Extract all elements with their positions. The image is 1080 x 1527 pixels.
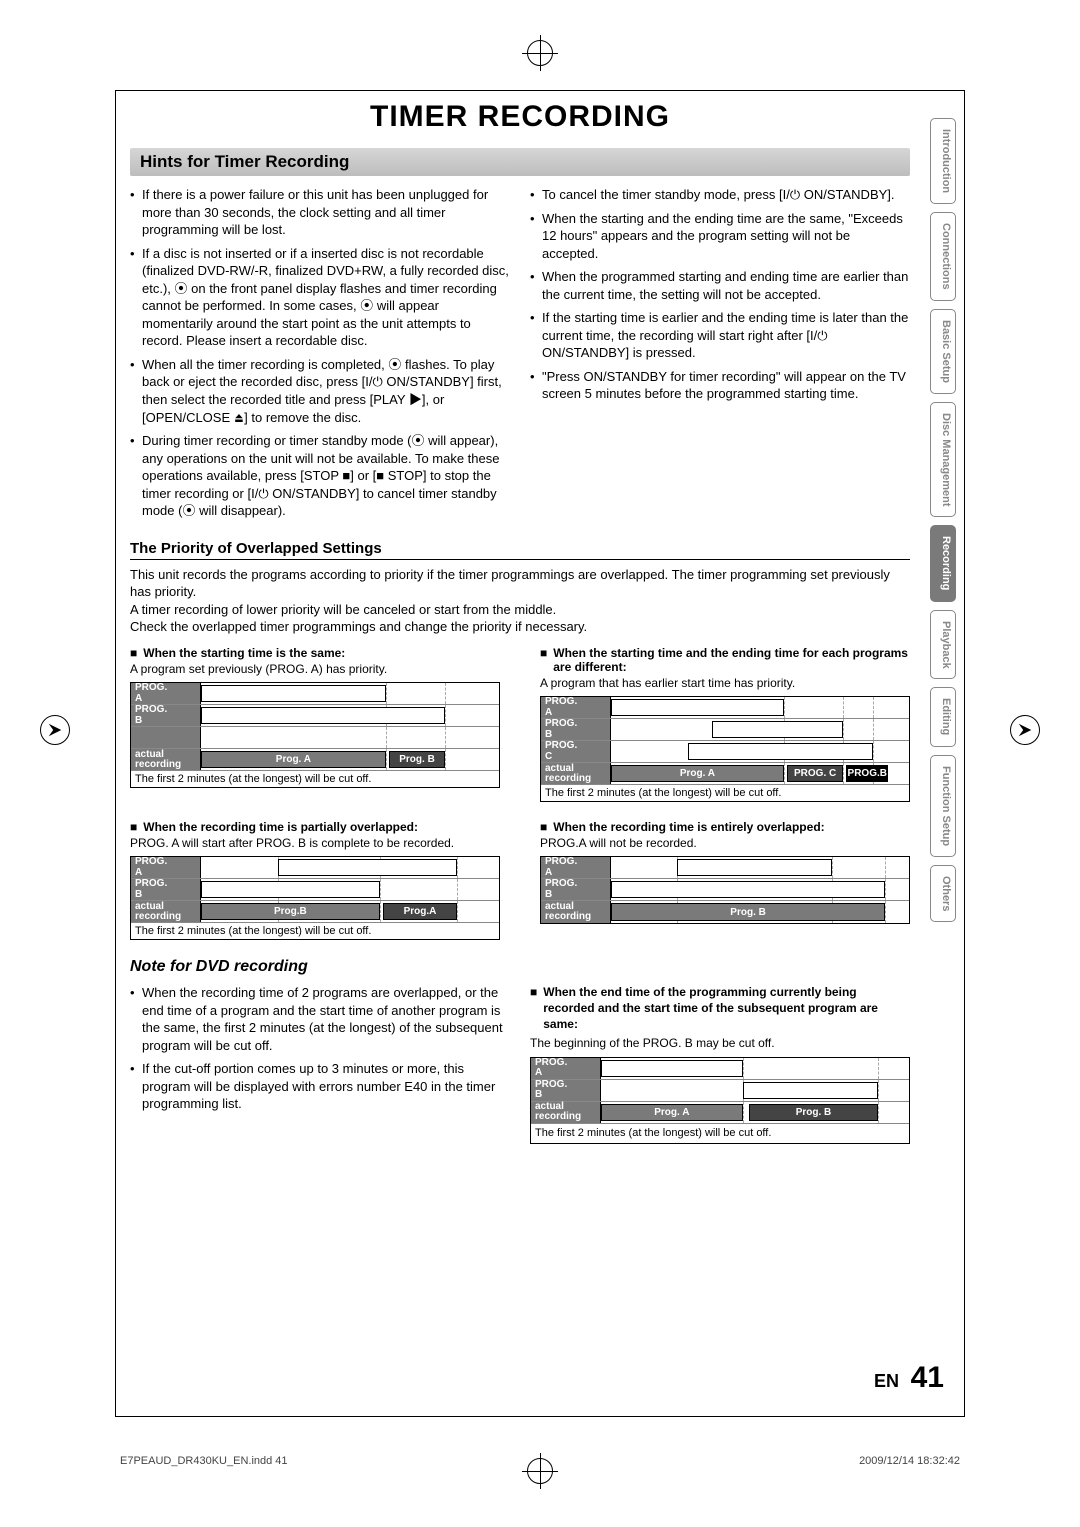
dvd-note-item: If the cut-off portion comes up to 3 min…: [130, 1060, 510, 1113]
case-grid: When the starting time is the same: A pr…: [130, 646, 910, 940]
page-title: TIMER RECORDING: [130, 100, 910, 134]
chart-4: PROG.APROG.BactualrecordingProg. B: [540, 856, 910, 924]
case-title: When the recording time is entirely over…: [553, 820, 824, 834]
tab-basic-setup: Basic Setup: [930, 309, 956, 394]
case-sub: A program set previously (PROG. A) has p…: [130, 662, 500, 676]
case-title: When the starting time is the same:: [143, 646, 345, 660]
note-head: Note for DVD recording: [130, 958, 910, 976]
tab-recording: Recording: [930, 525, 956, 601]
case-title: When the end time of the programming cur…: [543, 984, 910, 1033]
case-title: When the recording time is partially ove…: [143, 820, 418, 834]
case-sub: PROG.A will not be recorded.: [540, 836, 910, 850]
reg-mark-right-icon: [1010, 715, 1040, 745]
hint-item: If a disc is not inserted or if a insert…: [130, 245, 510, 350]
dvd-note-columns: When the recording time of 2 programs ar…: [130, 984, 910, 1144]
hints-left: If there is a power failure or this unit…: [130, 186, 510, 526]
chart-1: PROG.APROG.BactualrecordingProg. AProg. …: [130, 682, 500, 788]
hint-item: If the starting time is earlier and the …: [530, 309, 910, 362]
dvd-note-item: When the recording time of 2 programs ar…: [130, 984, 510, 1054]
case-4: When the recording time is entirely over…: [540, 820, 910, 940]
dvd-note-left: When the recording time of 2 programs ar…: [130, 984, 510, 1144]
hint-item: "Press ON/STANDBY for timer recording" w…: [530, 368, 910, 403]
footer-right: 2009/12/14 18:32:42: [859, 1455, 960, 1467]
hint-item: If there is a power failure or this unit…: [130, 186, 510, 239]
subhead-priority: The Priority of Overlapped Settings: [130, 540, 910, 560]
chart-5: PROG.APROG.BactualrecordingProg. AProg. …: [530, 1057, 910, 1144]
case-sub: PROG. A will start after PROG. B is comp…: [130, 836, 500, 850]
reg-mark-left-icon: [40, 715, 70, 745]
page-num: 41: [911, 1361, 944, 1394]
hint-item: When the programmed starting and ending …: [530, 268, 910, 303]
priority-line: This unit records the programs according…: [130, 566, 910, 601]
page-content: TIMER RECORDING Hints for Timer Recordin…: [130, 100, 910, 1144]
section-bar: Hints for Timer Recording: [130, 148, 910, 176]
tab-others: Others: [930, 865, 956, 922]
hints-columns: If there is a power failure or this unit…: [130, 186, 910, 526]
footer-left: E7PEAUD_DR430KU_EN.indd 41: [120, 1455, 288, 1467]
tab-editing: Editing: [930, 687, 956, 746]
chart-3: PROG.APROG.BactualrecordingProg.BProg.AT…: [130, 856, 500, 940]
chart-2: PROG.APROG.BPROG.CactualrecordingProg. A…: [540, 696, 910, 802]
priority-line: A timer recording of lower priority will…: [130, 601, 910, 619]
case-3: When the recording time is partially ove…: [130, 820, 500, 940]
side-tabs: Introduction Connections Basic Setup Dis…: [930, 118, 956, 922]
tab-playback: Playback: [930, 610, 956, 680]
hint-item: During timer recording or timer standby …: [130, 432, 510, 520]
hints-right: To cancel the timer standby mode, press …: [530, 186, 910, 526]
page-lang: EN: [874, 1371, 899, 1391]
priority-line: Check the overlapped timer programmings …: [130, 618, 910, 636]
dvd-note-right: When the end time of the programming cur…: [530, 984, 910, 1144]
case-2: When the starting time and the ending ti…: [540, 646, 910, 802]
tab-function-setup: Function Setup: [930, 755, 956, 857]
tab-disc-management: Disc Management: [930, 402, 956, 518]
hint-item: To cancel the timer standby mode, press …: [530, 186, 910, 204]
case-1: When the starting time is the same: A pr…: [130, 646, 500, 802]
case-sub: The beginning of the PROG. B may be cut …: [530, 1035, 910, 1051]
tab-connections: Connections: [930, 212, 956, 301]
reg-mark-top-icon: [527, 40, 553, 66]
hint-item: When all the timer recording is complete…: [130, 356, 510, 426]
case-5: When the end time of the programming cur…: [530, 984, 910, 1144]
tab-introduction: Introduction: [930, 118, 956, 204]
case-title: When the starting time and the ending ti…: [553, 646, 910, 674]
footer: E7PEAUD_DR430KU_EN.indd 41 2009/12/14 18…: [120, 1455, 960, 1467]
page-number: EN 41: [874, 1361, 944, 1395]
hint-item: When the starting and the ending time ar…: [530, 210, 910, 263]
priority-intro: This unit records the programs according…: [130, 566, 910, 636]
case-sub: A program that has earlier start time ha…: [540, 676, 910, 690]
